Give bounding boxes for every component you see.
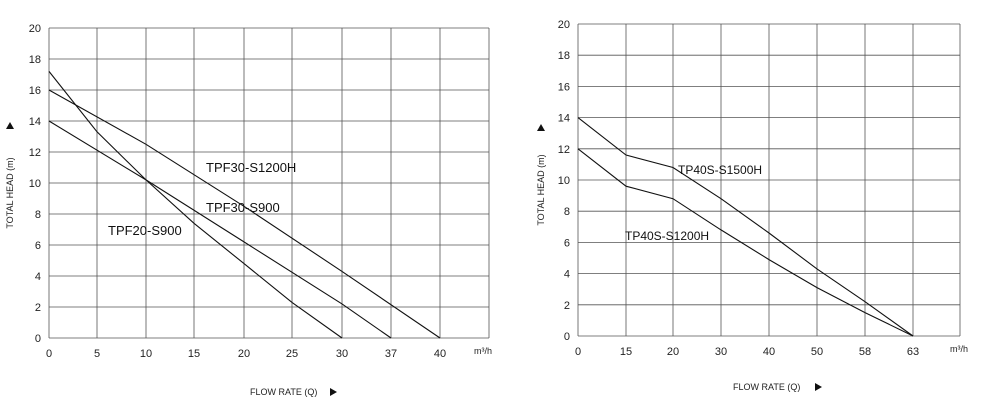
x-tick-label: 40 bbox=[763, 346, 775, 358]
x-tick-label: 25 bbox=[286, 348, 298, 360]
x-unit-label: m³/h bbox=[950, 344, 968, 354]
y-tick-label: 0 bbox=[35, 333, 41, 345]
y-axis-label: TOTAL HEAD (m) bbox=[5, 157, 15, 228]
series-label: TPF20-S900 bbox=[108, 223, 182, 238]
y-tick-label: 4 bbox=[35, 271, 41, 283]
x-tick-label: 15 bbox=[188, 348, 200, 360]
series-line-tpf30-s900 bbox=[48, 120, 392, 339]
x-axis-label: FLOW RATE (Q) bbox=[250, 387, 317, 397]
series-line-tp40s-s1500h bbox=[577, 117, 914, 337]
y-tick-label: 14 bbox=[558, 113, 570, 125]
x-tick-label: 0 bbox=[575, 346, 581, 358]
y-tick-label: 6 bbox=[564, 237, 570, 249]
y-tick-label: 2 bbox=[35, 302, 41, 314]
x-tick-label: 63 bbox=[907, 346, 919, 358]
x-tick-label: 15 bbox=[620, 346, 632, 358]
y-tick-label: 0 bbox=[564, 331, 570, 343]
y-tick-label: 10 bbox=[29, 178, 41, 190]
series-label: TPF30-S1200H bbox=[206, 160, 296, 175]
series-line-tp40s-s1200h bbox=[577, 148, 914, 337]
x-axis-label: FLOW RATE (Q) bbox=[733, 382, 800, 392]
series-label: TP40S-S1500H bbox=[678, 163, 762, 177]
x-tick-label: 0 bbox=[46, 348, 52, 360]
x-tick-label: 58 bbox=[859, 346, 871, 358]
x-tick-label: 37 bbox=[385, 348, 397, 360]
y-tick-label: 16 bbox=[29, 85, 41, 97]
y-axis-arrow-icon bbox=[537, 124, 545, 131]
y-tick-label: 20 bbox=[29, 23, 41, 35]
y-tick-label: 10 bbox=[558, 175, 570, 187]
chart-right: 0 2 4 6 8 10 12 14 16 18 20 0 15 20 30 40 50 58 63 m³/h TOTA… bbox=[536, 19, 968, 392]
y-tick-label: 8 bbox=[564, 206, 570, 218]
y-axis-arrow-icon bbox=[6, 122, 14, 129]
y-tick-label: 18 bbox=[29, 54, 41, 66]
y-tick-label: 20 bbox=[558, 19, 570, 31]
y-axis-label: TOTAL HEAD (m) bbox=[536, 154, 546, 225]
x-axis-arrow-icon bbox=[815, 383, 822, 391]
x-tick-label: 30 bbox=[715, 346, 727, 358]
x-axis-arrow-icon bbox=[330, 388, 337, 396]
y-tick-label: 8 bbox=[35, 209, 41, 221]
series-line-tpf30-s1200h bbox=[48, 89, 441, 339]
x-tick-label: 30 bbox=[336, 348, 348, 360]
series-label: TP40S-S1200H bbox=[625, 229, 709, 243]
x-tick-label: 50 bbox=[811, 346, 823, 358]
y-tick-label: 16 bbox=[558, 81, 570, 93]
y-tick-label: 2 bbox=[564, 300, 570, 312]
x-tick-label: 20 bbox=[667, 346, 679, 358]
chart-left: 0 2 4 6 8 10 12 14 16 18 20 0 5 10 15 20 25 30 37 40 m³/h TOT… bbox=[5, 23, 492, 397]
y-tick-label: 12 bbox=[558, 144, 570, 156]
y-tick-label: 4 bbox=[564, 269, 570, 281]
x-tick-label: 5 bbox=[94, 348, 100, 360]
y-tick-label: 6 bbox=[35, 240, 41, 252]
series-label: TPF30-S900 bbox=[206, 200, 280, 215]
x-tick-label: 20 bbox=[238, 348, 250, 360]
x-tick-label: 10 bbox=[140, 348, 152, 360]
x-tick-label: 40 bbox=[434, 348, 446, 360]
y-tick-label: 14 bbox=[29, 116, 41, 128]
y-tick-label: 18 bbox=[558, 50, 570, 62]
y-tick-label: 12 bbox=[29, 147, 41, 159]
x-unit-label: m³/h bbox=[474, 346, 492, 356]
series-line-tpf20-s900 bbox=[48, 71, 343, 339]
